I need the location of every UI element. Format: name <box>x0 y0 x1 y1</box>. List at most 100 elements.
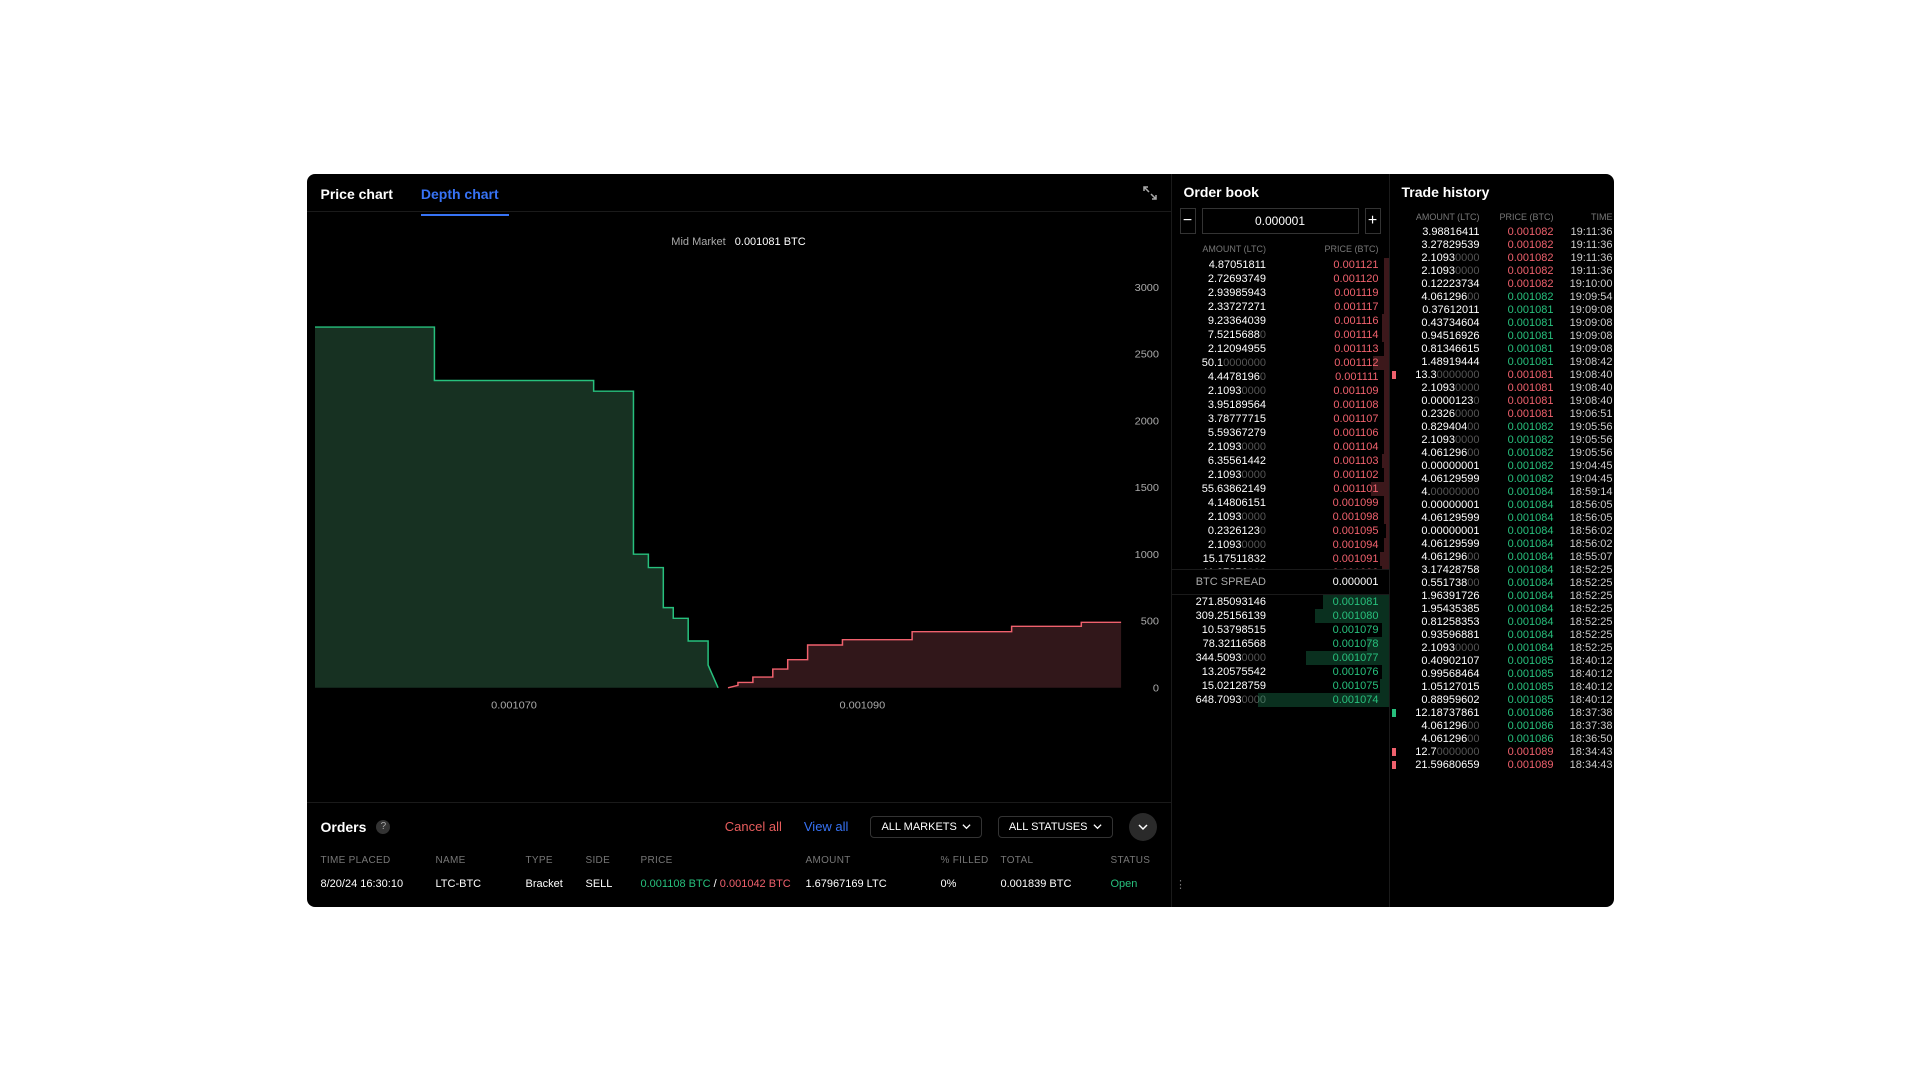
svg-text:0.001090: 0.001090 <box>839 699 885 711</box>
history-row[interactable]: 21.59680659 0.001089 18:34:43 <box>1390 759 1614 772</box>
orderbook-row[interactable]: 13.20575542 0.001076 <box>1172 665 1389 679</box>
orderbook-row[interactable]: 2.72693749 0.001120 <box>1172 272 1389 286</box>
order-filled: 0% <box>941 878 1001 890</box>
history-row[interactable]: 3.17428758 0.001084 18:52:25 <box>1390 564 1614 577</box>
orderbook-row[interactable]: 11.97856000 0.001090 <box>1172 566 1389 570</box>
history-row[interactable]: 13.30000000 0.001081 19:08:40 <box>1390 369 1614 382</box>
history-row[interactable]: 4.06129600 0.001084 18:55:07 <box>1390 551 1614 564</box>
tick-decrease-button[interactable]: − <box>1180 208 1196 234</box>
orders-title: Orders <box>321 819 367 835</box>
history-head: AMOUNT (LTC) PRICE (BTC) TIME <box>1390 208 1614 226</box>
history-row[interactable]: 4.06129600 0.001086 18:37:38 <box>1390 720 1614 733</box>
history-row[interactable]: 0.12223734 0.001082 19:10:00 <box>1390 278 1614 291</box>
history-row[interactable]: 2.10930000 0.001082 19:11:36 <box>1390 265 1614 278</box>
history-row[interactable]: 0.37612011 0.001081 19:09:08 <box>1390 304 1614 317</box>
history-row[interactable]: 4.06129599 0.001082 19:04:45 <box>1390 473 1614 486</box>
tick-size-input[interactable] <box>1202 208 1359 234</box>
orderbook-row[interactable]: 50.10000000 0.001112 <box>1172 356 1389 370</box>
orderbook-row[interactable]: 2.93985943 0.001119 <box>1172 286 1389 300</box>
history-row[interactable]: 1.96391726 0.001084 18:52:25 <box>1390 590 1614 603</box>
orderbook-row[interactable]: 2.10930000 0.001104 <box>1172 440 1389 454</box>
history-rows: 3.98816411 0.001082 19:11:36 3.27829539 … <box>1390 226 1614 907</box>
history-row[interactable]: 12.18737861 0.001086 18:37:38 <box>1390 707 1614 720</box>
orderbook-row[interactable]: 78.32116568 0.001078 <box>1172 637 1389 651</box>
svg-text:500: 500 <box>1140 616 1158 628</box>
history-row[interactable]: 0.00000001 0.001084 18:56:05 <box>1390 499 1614 512</box>
history-row[interactable]: 0.55173800 0.001084 18:52:25 <box>1390 577 1614 590</box>
history-row[interactable]: 0.23260000 0.001081 19:06:51 <box>1390 408 1614 421</box>
history-row[interactable]: 0.00000001 0.001084 18:56:02 <box>1390 525 1614 538</box>
orderbook-row[interactable]: 4.44781960 0.001111 <box>1172 370 1389 384</box>
history-row[interactable]: 0.81258353 0.001084 18:52:25 <box>1390 616 1614 629</box>
tab-depth-chart[interactable]: Depth chart <box>421 178 509 216</box>
orderbook-row[interactable]: 10.53798515 0.001079 <box>1172 623 1389 637</box>
history-row[interactable]: 1.05127015 0.001085 18:40:12 <box>1390 681 1614 694</box>
history-row[interactable]: 0.99568464 0.001085 18:40:12 <box>1390 668 1614 681</box>
tick-increase-button[interactable]: + <box>1365 208 1381 234</box>
orderbook-row[interactable]: 3.95189564 0.001108 <box>1172 398 1389 412</box>
orderbook-row[interactable]: 7.52156880 0.001114 <box>1172 328 1389 342</box>
orderbook-row[interactable]: 2.10930000 0.001102 <box>1172 468 1389 482</box>
orderbook-row[interactable]: 2.12094955 0.001113 <box>1172 342 1389 356</box>
order-name: LTC-BTC <box>436 878 526 890</box>
view-all-button[interactable]: View all <box>804 819 849 834</box>
history-row[interactable]: 3.98816411 0.001082 19:11:36 <box>1390 226 1614 239</box>
orderbook-row[interactable]: 2.10930000 0.001098 <box>1172 510 1389 524</box>
history-row[interactable]: 0.81346615 0.001081 19:09:08 <box>1390 343 1614 356</box>
history-row[interactable]: 0.93596881 0.001084 18:52:25 <box>1390 629 1614 642</box>
orders-header: Orders ? Cancel all View all ALL MARKETS… <box>321 813 1157 841</box>
history-row[interactable]: 4.06129599 0.001084 18:56:02 <box>1390 538 1614 551</box>
orderbook-row[interactable]: 6.35561442 0.001103 <box>1172 454 1389 468</box>
chart-tabs: Price chart Depth chart <box>307 174 1171 212</box>
history-row[interactable]: 2.10930000 0.001082 19:11:36 <box>1390 252 1614 265</box>
history-row[interactable]: 2.10930000 0.001082 19:05:56 <box>1390 434 1614 447</box>
orderbook-row[interactable]: 15.02128759 0.001075 <box>1172 679 1389 693</box>
status-filter[interactable]: ALL STATUSES <box>998 816 1113 838</box>
orderbook-row[interactable]: 3.78777715 0.001107 <box>1172 412 1389 426</box>
orderbook-row[interactable]: 55.63862149 0.001101 <box>1172 482 1389 496</box>
orderbook-row[interactable]: 15.17511832 0.001091 <box>1172 552 1389 566</box>
history-row[interactable]: 0.40902107 0.001085 18:40:12 <box>1390 655 1614 668</box>
history-row[interactable]: 1.48919444 0.001081 19:08:42 <box>1390 356 1614 369</box>
orderbook-row[interactable]: 2.10930000 0.001109 <box>1172 384 1389 398</box>
history-row[interactable]: 0.00001230 0.001081 19:08:40 <box>1390 395 1614 408</box>
history-row[interactable]: 4.06129600 0.001082 19:05:56 <box>1390 447 1614 460</box>
history-row[interactable]: 3.27829539 0.001082 19:11:36 <box>1390 239 1614 252</box>
orderbook-row[interactable]: 648.70930000 0.001074 <box>1172 693 1389 707</box>
history-row[interactable]: 4.06129600 0.001086 18:36:50 <box>1390 733 1614 746</box>
history-row[interactable]: 2.10930000 0.001084 18:52:25 <box>1390 642 1614 655</box>
history-row[interactable]: 4.00000000 0.001084 18:59:14 <box>1390 486 1614 499</box>
cancel-all-button[interactable]: Cancel all <box>725 819 782 834</box>
collapse-orders-button[interactable] <box>1129 813 1157 841</box>
chevron-down-icon <box>1138 822 1148 832</box>
orderbook-row[interactable]: 4.14806151 0.001099 <box>1172 496 1389 510</box>
tab-price-chart[interactable]: Price chart <box>321 178 403 214</box>
orderbook-row[interactable]: 9.23364039 0.001116 <box>1172 314 1389 328</box>
orderbook-row[interactable]: 2.10930000 0.001094 <box>1172 538 1389 552</box>
history-row[interactable]: 4.06129599 0.001084 18:56:05 <box>1390 512 1614 525</box>
orderbook-row[interactable]: 344.50930000 0.001077 <box>1172 651 1389 665</box>
history-row[interactable]: 0.94516926 0.001081 19:09:08 <box>1390 330 1614 343</box>
orderbook-panel: Order book − + AMOUNT (LTC) PRICE (BTC) … <box>1172 174 1390 907</box>
help-icon[interactable]: ? <box>376 820 390 834</box>
orderbook-row[interactable]: 309.25156139 0.001080 <box>1172 609 1389 623</box>
orderbook-row[interactable]: 4.87051811 0.001121 <box>1172 258 1389 272</box>
history-row[interactable]: 12.70000000 0.001089 18:34:43 <box>1390 746 1614 759</box>
order-total: 0.001839 BTC <box>1001 878 1111 890</box>
chevron-down-icon <box>962 822 971 831</box>
markets-filter[interactable]: ALL MARKETS <box>870 816 981 838</box>
history-row[interactable]: 4.06129600 0.001082 19:09:54 <box>1390 291 1614 304</box>
history-row[interactable]: 2.10930000 0.001081 19:08:40 <box>1390 382 1614 395</box>
orders-panel: Orders ? Cancel all View all ALL MARKETS… <box>307 802 1171 907</box>
history-row[interactable]: 1.95435385 0.001084 18:52:25 <box>1390 603 1614 616</box>
history-row[interactable]: 0.88959602 0.001085 18:40:12 <box>1390 694 1614 707</box>
orderbook-row[interactable]: 0.23261230 0.001095 <box>1172 524 1389 538</box>
order-row[interactable]: 8/20/24 16:30:10 LTC-BTC Bracket SELL 0.… <box>321 872 1157 897</box>
expand-icon[interactable] <box>1143 186 1157 203</box>
orderbook-row[interactable]: 271.85093146 0.001081 <box>1172 595 1389 609</box>
history-row[interactable]: 0.00000001 0.001082 19:04:45 <box>1390 460 1614 473</box>
history-row[interactable]: 0.43734604 0.001081 19:09:08 <box>1390 317 1614 330</box>
orderbook-row[interactable]: 2.33727271 0.001117 <box>1172 300 1389 314</box>
history-row[interactable]: 0.82940400 0.001082 19:05:56 <box>1390 421 1614 434</box>
orderbook-row[interactable]: 5.59367279 0.001106 <box>1172 426 1389 440</box>
